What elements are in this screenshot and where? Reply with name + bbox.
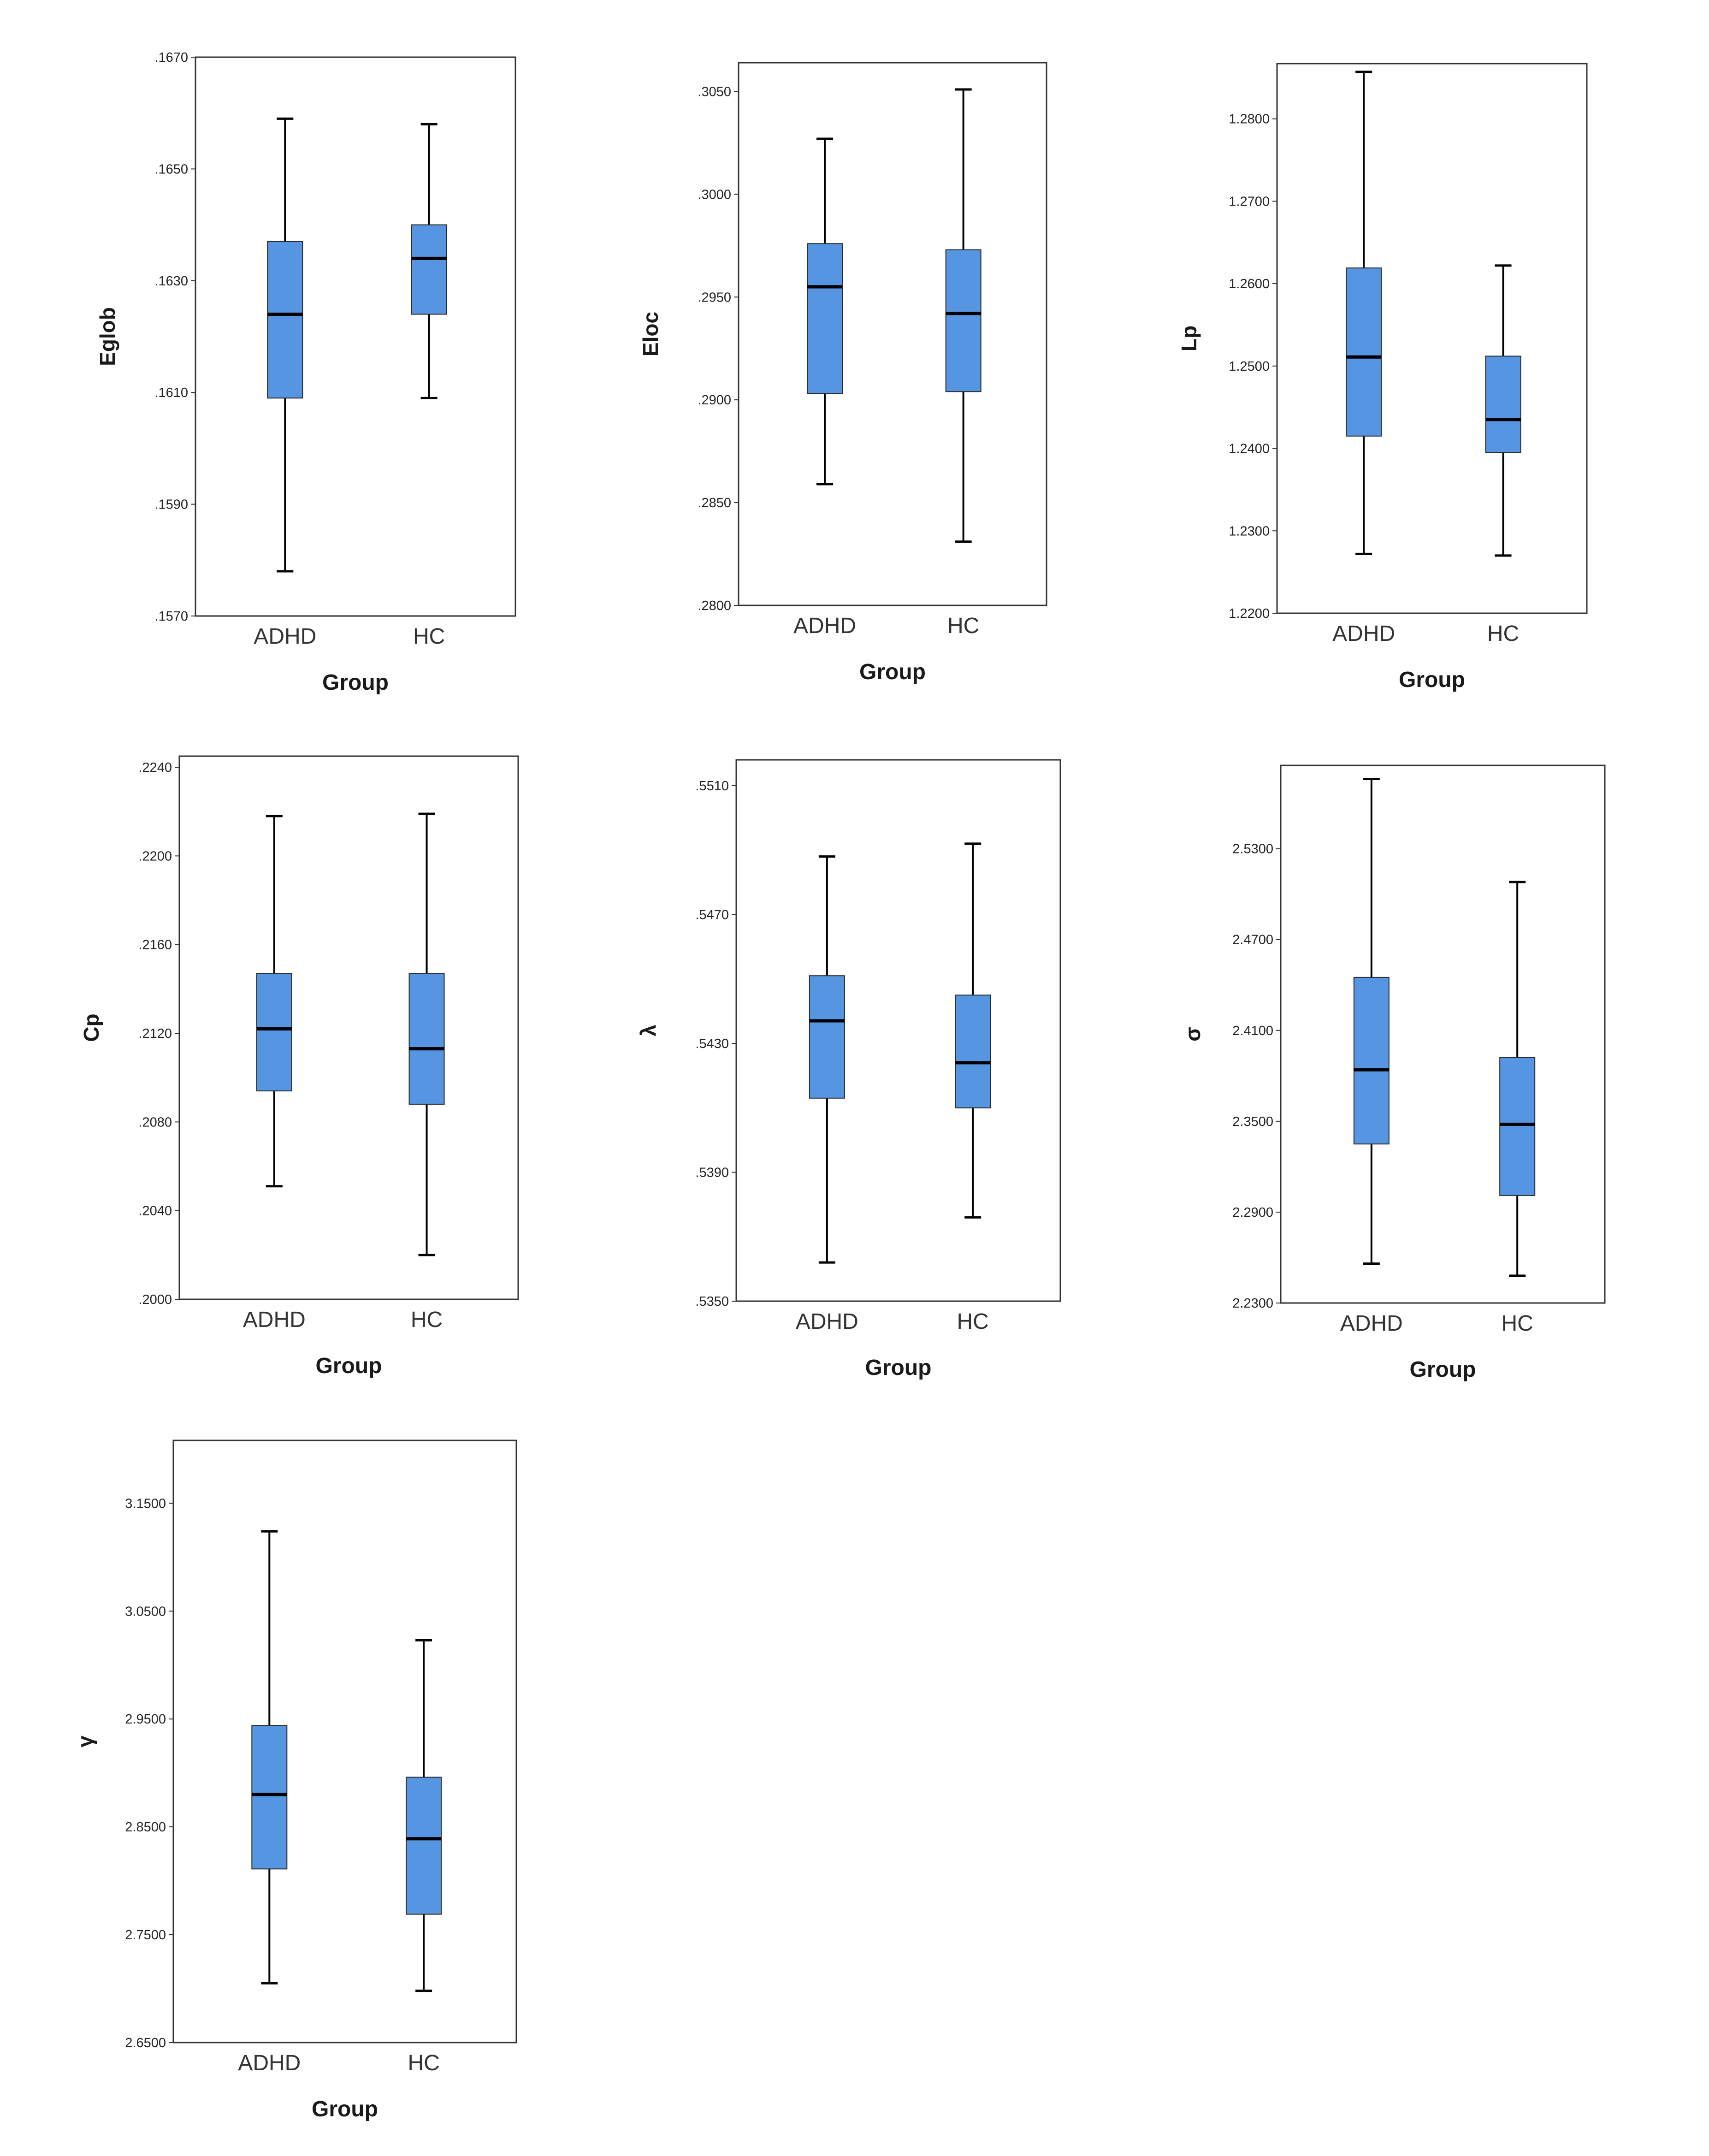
panel-7-ytick-label: 2.7500 bbox=[125, 1928, 166, 1943]
panel-6-ytick-label: 2.2300 bbox=[1232, 1296, 1273, 1311]
panel-6-ytick-label: 2.4100 bbox=[1232, 1024, 1273, 1038]
panel-4-ytick-label: .2000 bbox=[138, 1292, 172, 1307]
panel-2-ytick-label: .2850 bbox=[698, 496, 731, 510]
panel-3-category-label: ADHD bbox=[1332, 622, 1395, 646]
panel-3-ytick-label: 1.2700 bbox=[1229, 194, 1270, 209]
panel-4-ytick-label: .2160 bbox=[138, 938, 172, 953]
panel-2-ytick-label: .3050 bbox=[698, 84, 731, 99]
panel-5-frame bbox=[735, 759, 1061, 1302]
panel-2-ytick-label: .2950 bbox=[698, 290, 731, 305]
panel-3-y-axis-title: Lp bbox=[1177, 326, 1201, 351]
panel-2-box-hc bbox=[945, 249, 982, 392]
panel-4-category-label: ADHD bbox=[243, 1308, 306, 1332]
panel-4-ytick-label: .2080 bbox=[138, 1115, 172, 1130]
panel-3-ytick-label: 1.2600 bbox=[1229, 277, 1270, 291]
panel-1-category-label: ADHD bbox=[254, 624, 316, 649]
panel-6-category-label: ADHD bbox=[1340, 1311, 1403, 1336]
panel-4-ytick-label: .2200 bbox=[138, 849, 172, 864]
panel-6-ytick-label: 2.5300 bbox=[1232, 842, 1273, 857]
panel-4-box-hc bbox=[408, 973, 445, 1105]
panel-5-ytick-label: .5430 bbox=[695, 1037, 729, 1051]
panel-6-ytick-label: 2.4700 bbox=[1232, 933, 1273, 948]
panel-4-ytick-label: .2040 bbox=[138, 1204, 172, 1219]
panel-7-x-axis-title: Group bbox=[312, 2097, 378, 2121]
panel-7-category-label: ADHD bbox=[238, 2051, 301, 2075]
panel-2-ytick-label: .3000 bbox=[698, 187, 731, 202]
panel-6-y-axis-title: σ bbox=[1181, 1027, 1205, 1041]
panel-6-x-axis-title: Group bbox=[1410, 1357, 1476, 1382]
panel-5-category-label: HC bbox=[957, 1309, 989, 1334]
panel-1-y-axis-title: Eglob bbox=[95, 307, 119, 366]
panel-6-box-hc bbox=[1499, 1057, 1536, 1196]
panel-6-ytick-label: 2.3500 bbox=[1232, 1114, 1273, 1129]
panel-5-ytick-label: .5470 bbox=[695, 907, 729, 922]
panel-1-box-hc bbox=[411, 224, 447, 315]
panel-6-ytick-label: 2.2900 bbox=[1232, 1205, 1273, 1220]
panel-3-ytick-label: 1.2300 bbox=[1229, 524, 1270, 539]
panel-5-category-label: ADHD bbox=[796, 1309, 858, 1334]
panel-2-category-label: ADHD bbox=[793, 614, 856, 638]
panel-5-ytick-label: .5350 bbox=[695, 1294, 729, 1309]
panel-1-category-label: HC bbox=[413, 624, 445, 649]
panel-1-ytick-label: .1610 bbox=[154, 385, 188, 400]
panel-3-frame bbox=[1276, 63, 1588, 614]
panel-1-ytick-label: .1630 bbox=[154, 274, 188, 289]
panel-1-ytick-label: .1650 bbox=[154, 162, 188, 177]
panel-7-box-adhd bbox=[251, 1725, 288, 1870]
panel-5-ytick-label: .5510 bbox=[695, 779, 729, 794]
panel-1-ytick-label: .1670 bbox=[154, 50, 188, 65]
panel-6-frame bbox=[1280, 764, 1606, 1304]
panel-1-ytick-label: .1590 bbox=[154, 498, 188, 512]
panel-5-ytick-label: .5390 bbox=[695, 1165, 729, 1180]
panel-7-ytick-label: 2.8500 bbox=[125, 1820, 166, 1835]
panel-3-box-adhd bbox=[1346, 267, 1382, 437]
panel-6-category-label: HC bbox=[1502, 1311, 1533, 1336]
panel-2-y-axis-title: Eloc bbox=[639, 312, 662, 356]
panel-3-x-axis-title: Group bbox=[1399, 668, 1465, 692]
panel-4-box-adhd bbox=[256, 973, 292, 1092]
panel-5-box-adhd bbox=[809, 975, 845, 1099]
panel-2-x-axis-title: Group bbox=[859, 660, 926, 684]
panel-7-category-label: HC bbox=[408, 2051, 439, 2075]
panel-5-y-axis-title: λ bbox=[636, 1025, 660, 1037]
panel-6-box-adhd bbox=[1353, 977, 1390, 1145]
panel-3-ytick-label: 1.2800 bbox=[1229, 112, 1270, 127]
panel-4-x-axis-title: Group bbox=[316, 1354, 382, 1378]
panel-2-ytick-label: .2800 bbox=[698, 598, 731, 613]
panel-7-ytick-label: 2.6500 bbox=[125, 2036, 166, 2050]
panel-4-ytick-label: .2120 bbox=[138, 1026, 172, 1041]
panel-7-ytick-label: 3.0500 bbox=[125, 1604, 166, 1619]
panel-1-frame bbox=[195, 56, 516, 617]
panel-4-frame bbox=[178, 755, 519, 1300]
panel-7-y-axis-title: γ bbox=[73, 1735, 97, 1747]
panel-2-ytick-label: .2900 bbox=[698, 393, 731, 408]
panel-7-frame bbox=[172, 1439, 517, 2043]
panel-3-box-hc bbox=[1485, 355, 1521, 453]
panel-7-ytick-label: 3.1500 bbox=[125, 1496, 166, 1511]
panel-3-ytick-label: 1.2200 bbox=[1229, 606, 1270, 621]
panel-3-ytick-label: 1.2400 bbox=[1229, 442, 1270, 456]
panel-4-ytick-label: .2240 bbox=[138, 760, 172, 775]
panel-7-box-hc bbox=[406, 1777, 442, 1915]
panel-7-ytick-label: 2.9500 bbox=[125, 1712, 166, 1727]
panel-1-ytick-label: .1570 bbox=[154, 609, 188, 624]
panel-2-category-label: HC bbox=[947, 614, 979, 638]
panel-1-box-adhd bbox=[267, 241, 303, 399]
panel-2-frame bbox=[738, 62, 1047, 606]
panel-2-box-adhd bbox=[807, 243, 843, 394]
panel-5-x-axis-title: Group bbox=[865, 1356, 932, 1380]
panel-1-x-axis-title: Group bbox=[322, 670, 389, 695]
panel-4-y-axis-title: Cp bbox=[79, 1013, 103, 1042]
panel-5-box-hc bbox=[955, 995, 991, 1108]
panel-3-ytick-label: 1.2500 bbox=[1229, 359, 1270, 374]
panel-3-category-label: HC bbox=[1487, 622, 1519, 646]
panel-4-category-label: HC bbox=[411, 1308, 443, 1332]
